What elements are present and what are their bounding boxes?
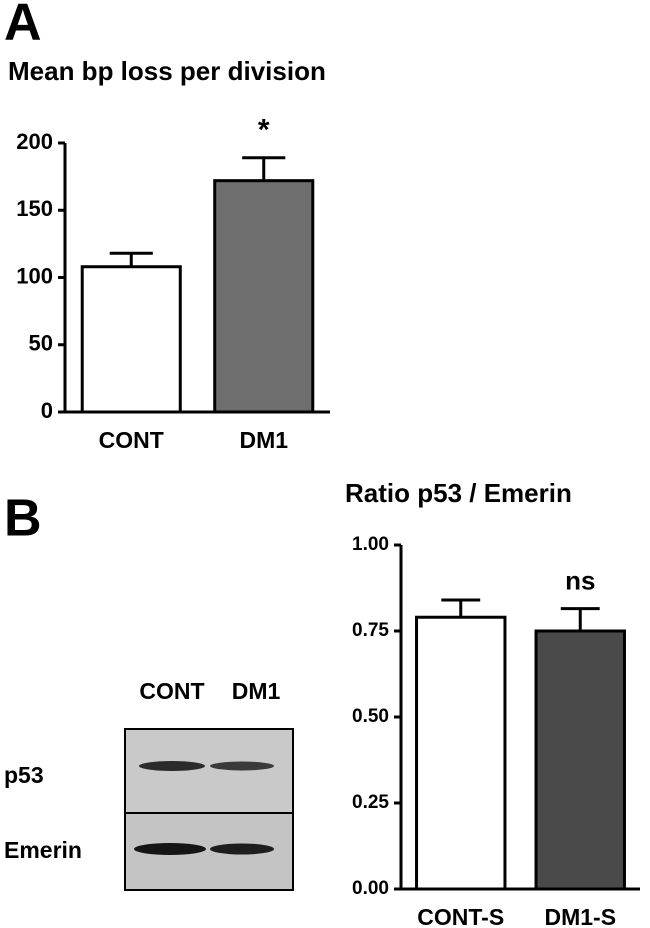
panel-label: B	[4, 490, 42, 548]
y-tick-label: 0.00	[352, 878, 389, 899]
y-tick-label: 0	[41, 398, 53, 423]
y-tick-label: 1.00	[352, 534, 389, 555]
annotation: *	[258, 114, 270, 147]
x-tick-label: CONT	[99, 427, 164, 453]
bar	[80, 265, 182, 414]
y-tick-label: 0.75	[352, 620, 389, 641]
chart-title: Mean bp loss per division	[8, 56, 326, 86]
bar	[415, 615, 507, 891]
band	[210, 761, 274, 771]
panel-label: A	[4, 0, 42, 52]
x-tick-label: DM1-S	[544, 904, 616, 928]
bar	[213, 179, 315, 414]
row-label: Emerin	[4, 837, 82, 863]
band	[210, 843, 274, 855]
y-tick-label: 150	[16, 196, 53, 221]
y-tick-label: 200	[16, 129, 53, 154]
y-tick-label: 50	[29, 331, 53, 356]
lane-label: DM1	[232, 678, 281, 704]
y-tick-label: 0.25	[352, 792, 389, 813]
x-tick-label: DM1	[239, 427, 288, 453]
y-tick-label: 100	[16, 263, 53, 288]
western-blot: CONT DM1 p53 Emerin	[4, 678, 294, 891]
y-tick-label: 0.50	[352, 706, 389, 727]
x-tick-label: CONT-S	[417, 904, 504, 928]
blot-panel	[124, 728, 294, 814]
annotation: ns	[565, 566, 595, 596]
band	[139, 761, 205, 771]
lane-label: CONT	[139, 678, 204, 704]
bar	[534, 629, 626, 891]
chart-title: Ratio p53 / Emerin	[345, 478, 572, 508]
band	[134, 843, 206, 855]
row-label: p53	[4, 762, 44, 788]
